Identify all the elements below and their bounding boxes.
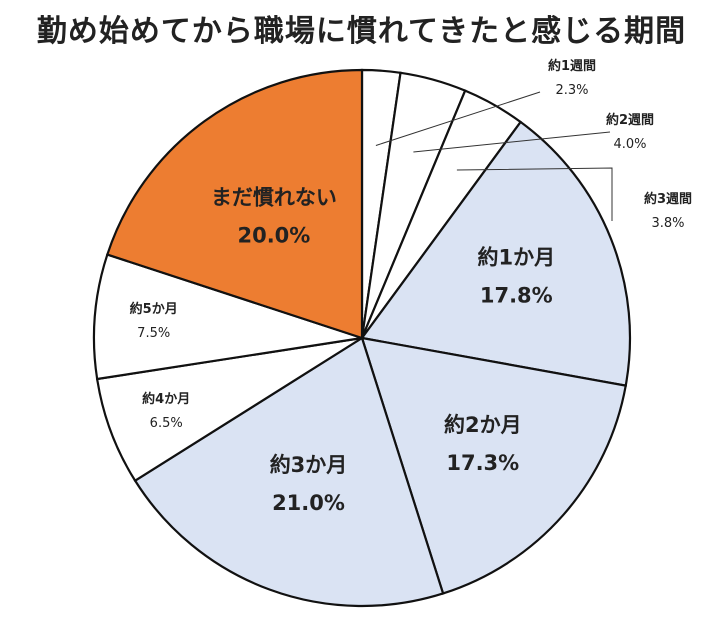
slice-label-5: 約2か月 [444,413,522,437]
slice-label-1: 約1週間 [548,58,596,74]
slice-value-9: 20.0% [237,224,310,248]
slice-label-2: 約2週間 [606,112,654,128]
slice-value-7: 6.5% [150,416,183,431]
slice-label-8: 約5か月 [130,301,178,317]
pie-slice-8 [92,253,363,381]
slice-label-3: 約3週間 [644,191,692,207]
slice-value-4: 17.8% [480,284,553,308]
slice-value-8: 7.5% [137,326,170,341]
pie-slice-4 [360,120,632,387]
slice-value-5: 17.3% [446,451,519,475]
leader-line-2 [413,131,611,153]
slice-value-6: 21.0% [272,491,345,515]
slice-label-4: 約1か月 [477,246,555,270]
slice-value-1: 2.3% [555,83,588,98]
slice-label-6: 約3か月 [270,453,348,477]
slice-value-2: 4.0% [613,137,646,152]
leader-line-1 [375,91,541,146]
pie-slice-6 [133,336,445,608]
slice-label-9: まだ慣れない [211,186,337,210]
pie-slice-9 [105,68,364,340]
chart-title: 勤め始めてから職場に慣れてきたと感じる期間 [36,14,687,49]
pie-slice-5 [360,336,628,595]
leader-line-3 [456,167,613,221]
slice-label-7: 約4か月 [142,391,190,407]
slice-value-3: 3.8% [651,216,684,231]
pie-slice-7 [95,336,363,483]
